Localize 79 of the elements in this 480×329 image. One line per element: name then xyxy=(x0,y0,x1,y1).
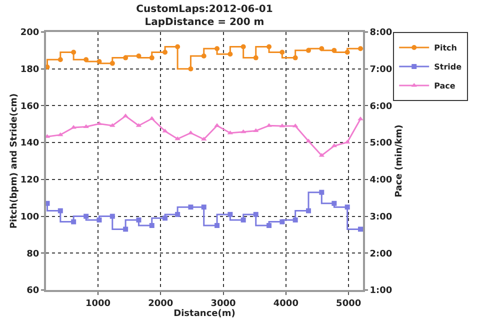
point xyxy=(149,55,154,60)
y2-tick-label: 2:00 xyxy=(370,249,392,260)
point xyxy=(175,212,180,217)
point xyxy=(292,217,298,222)
point xyxy=(110,60,115,66)
point xyxy=(201,53,206,58)
point xyxy=(58,132,64,136)
y-tick-label: 180 xyxy=(20,65,40,76)
point xyxy=(110,214,115,219)
point xyxy=(280,219,285,224)
legend-label: Stride xyxy=(434,62,462,72)
y-tick-label: 120 xyxy=(20,176,40,186)
point xyxy=(228,212,233,217)
y2-axis-title: Pace (min/km) xyxy=(394,124,404,198)
y-tick-label: 200 xyxy=(20,28,40,38)
point xyxy=(136,53,142,58)
x-tick-label: 5000 xyxy=(336,298,362,309)
y2-tick-label: 3:00 xyxy=(370,212,392,222)
point xyxy=(58,208,63,214)
point xyxy=(214,46,220,52)
y2-tick-label: 1:00 xyxy=(370,286,392,296)
x-tick-label: 3000 xyxy=(210,298,236,309)
x-tick-label: 4000 xyxy=(273,298,298,309)
x-axis-title: Distance(m) xyxy=(174,309,236,320)
chart-subtitle: LapDistance = 200 m xyxy=(144,17,264,28)
x-tick-label: 2000 xyxy=(148,298,174,309)
y2-tick-label: 8:00 xyxy=(370,28,392,38)
y-tick-label: 80 xyxy=(26,249,40,260)
y-tick-label: 160 xyxy=(20,102,40,112)
point xyxy=(228,52,233,57)
point xyxy=(253,55,258,60)
y2-tick-label: 4:00 xyxy=(370,176,392,186)
point xyxy=(344,204,350,210)
point xyxy=(149,223,154,228)
point xyxy=(84,214,89,219)
point xyxy=(58,57,63,62)
point xyxy=(240,217,246,222)
point xyxy=(162,50,168,55)
chart-title: CustomLaps:2012-06-01 xyxy=(136,4,273,15)
point xyxy=(188,204,194,210)
point xyxy=(123,226,128,232)
y2-tick-label: 7:00 xyxy=(370,65,392,76)
point xyxy=(266,223,272,228)
point xyxy=(96,217,102,222)
point xyxy=(306,48,311,53)
x-tick-label: 1000 xyxy=(85,298,111,309)
point xyxy=(280,50,285,55)
point xyxy=(175,44,180,50)
point xyxy=(96,58,102,64)
point xyxy=(292,55,298,60)
y-tick-label: 100 xyxy=(20,212,40,222)
point xyxy=(214,223,220,228)
point xyxy=(344,50,350,55)
point xyxy=(253,212,258,217)
point xyxy=(306,208,311,214)
y2-tick-label: 6:00 xyxy=(370,102,392,112)
legend-label: Pitch xyxy=(434,44,458,53)
point xyxy=(71,219,76,224)
legend-label: Pace xyxy=(434,82,456,91)
point xyxy=(123,55,128,60)
point xyxy=(162,216,168,221)
point xyxy=(358,46,363,52)
point xyxy=(358,226,363,232)
point xyxy=(84,57,89,62)
point xyxy=(201,204,206,210)
point xyxy=(332,200,337,206)
point xyxy=(174,136,180,140)
y2-tick-label: 5:00 xyxy=(370,138,392,149)
point xyxy=(136,217,142,222)
y-axis-title: Pitch(bpm) and Stride(cm) xyxy=(9,93,20,229)
point xyxy=(240,44,246,50)
point xyxy=(71,50,76,55)
point xyxy=(266,44,272,50)
point xyxy=(332,48,337,53)
y-tick-label: 140 xyxy=(20,138,40,149)
point xyxy=(319,46,324,52)
point xyxy=(319,190,324,195)
y-tick-label: 60 xyxy=(26,286,40,296)
point xyxy=(188,66,194,72)
